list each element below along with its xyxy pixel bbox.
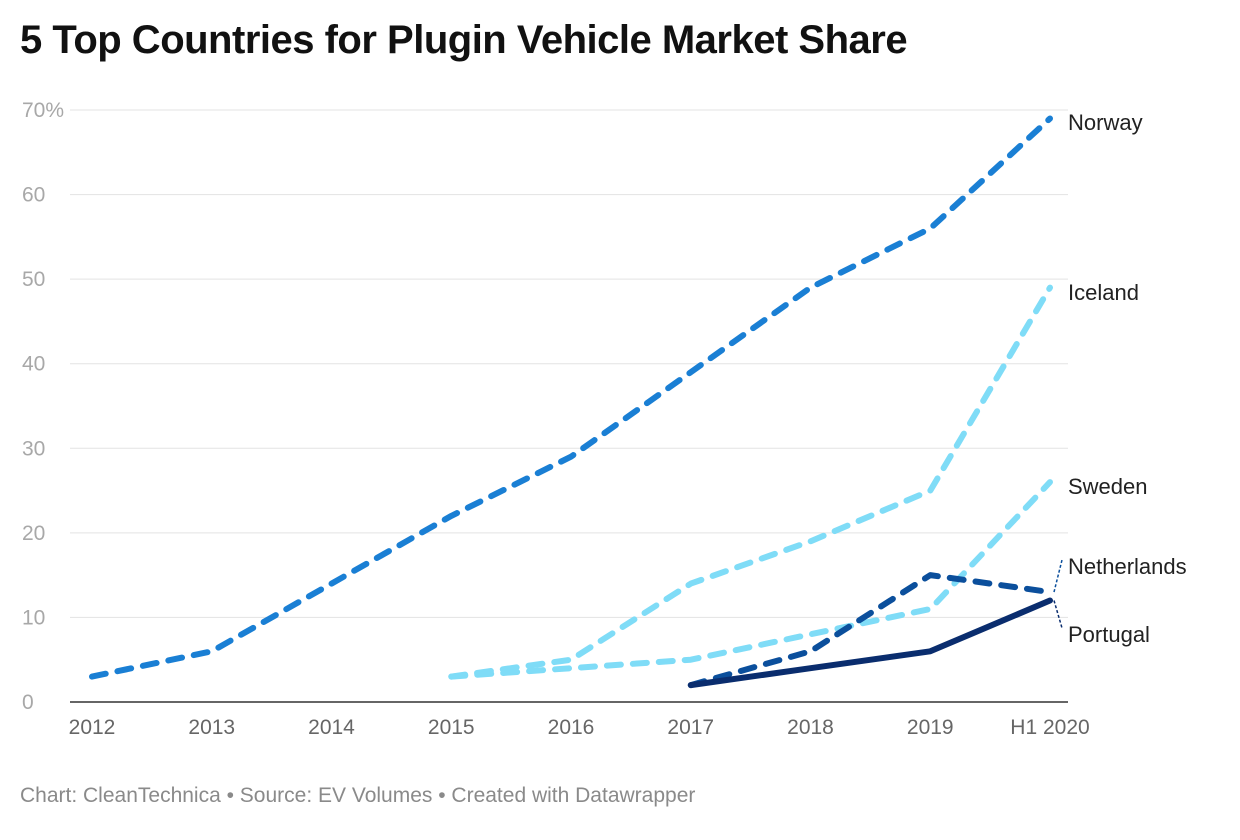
series-label-portugal: Portugal	[1068, 622, 1150, 647]
x-tick-label: 2016	[548, 716, 595, 739]
x-tick-label: 2018	[787, 716, 834, 739]
y-tick-label: 0	[22, 691, 34, 714]
series-line-iceland	[448, 284, 1053, 680]
series-line-portugal	[687, 597, 1053, 689]
chart-footer: Chart: CleanTechnica • Source: EV Volume…	[20, 784, 696, 807]
series-label-norway: Norway	[1068, 110, 1143, 135]
label-leader-netherlands	[1053, 559, 1063, 593]
series-label-sweden: Sweden	[1068, 474, 1148, 499]
y-tick-label: 70%	[22, 99, 64, 122]
x-tick-label: 2012	[69, 716, 116, 739]
series-label-iceland: Iceland	[1068, 280, 1139, 305]
x-tick-label: 2013	[188, 716, 235, 739]
y-axis-ticks: 0 10 20 30 40 50 60 70%	[22, 99, 64, 714]
y-tick-label: 60	[22, 184, 45, 207]
y-tick-label: 30	[22, 437, 45, 460]
series-lines	[89, 115, 1053, 689]
y-tick-label: 50	[22, 268, 45, 291]
label-leader-portugal	[1053, 600, 1063, 629]
x-tick-label: 2015	[428, 716, 475, 739]
grid-lines	[70, 109, 1068, 703]
x-tick-label: H1 2020	[1010, 716, 1089, 739]
x-tick-label: 2019	[907, 716, 954, 739]
series-label-netherlands: Netherlands	[1068, 554, 1187, 579]
y-tick-label: 20	[22, 522, 45, 545]
y-tick-label: 40	[22, 353, 45, 376]
x-tick-label: 2014	[308, 716, 355, 739]
series-line-sweden	[448, 479, 1053, 680]
x-axis-ticks: 2012 2013 2014 2015 2016 2017 2018 2019 H1 2020	[69, 716, 1090, 739]
y-tick-label: 10	[22, 606, 45, 629]
chart-title: 5 Top Countries for Plugin Vehicle Marke…	[20, 18, 908, 62]
series-line-norway	[89, 115, 1053, 680]
series-labels: Norway Iceland Sweden Netherlands Portugal	[1053, 110, 1187, 647]
x-tick-label: 2017	[667, 716, 714, 739]
series-line-netherlands	[687, 572, 1053, 689]
